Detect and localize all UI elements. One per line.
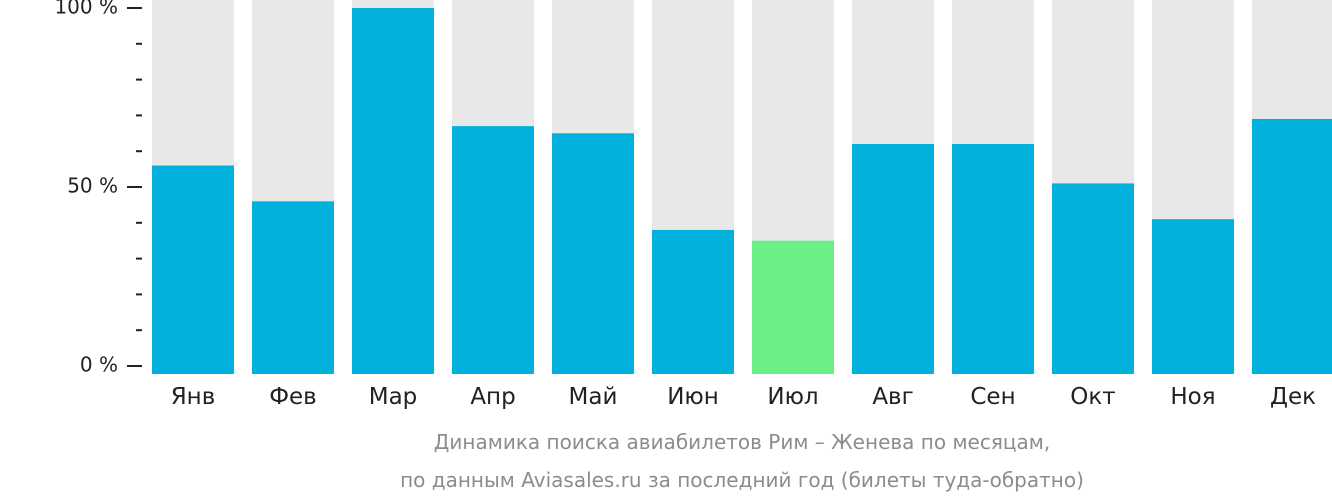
- bar: [1252, 118, 1332, 374]
- bar: [1052, 183, 1134, 374]
- x-axis-tick-label: Ноя: [1170, 384, 1215, 410]
- bar-chart: 100 % 50 % 0 % Янв Фев Мар Апр Май Июн Июл Авг Сен…: [54, 0, 1332, 410]
- x-axis-tick-label: Авг: [872, 384, 913, 410]
- x-axis-tick-label: Апр: [470, 384, 515, 410]
- chart-caption-line-1: Динамика поиска авиабилетов Рим – Женева…: [433, 430, 1051, 454]
- x-axis-tick-label: Мар: [369, 384, 418, 410]
- bar: [352, 8, 434, 374]
- x-axis-tick-label: Янв: [171, 384, 216, 410]
- y-axis-tick-label: 100 %: [54, 0, 118, 19]
- chart-caption-line-2: по данным Aviasales.ru за последний год …: [400, 468, 1084, 492]
- bars-group: [152, 0, 1332, 374]
- bar: [152, 165, 234, 374]
- y-axis-tick-label: 50 %: [67, 174, 118, 198]
- x-axis-tick-label: Фев: [269, 384, 317, 410]
- x-axis-tick-label: Июл: [767, 384, 818, 410]
- bar: [952, 144, 1034, 374]
- x-axis-tick-label: Май: [569, 384, 618, 410]
- bar: [1152, 219, 1234, 374]
- bar: [852, 144, 934, 374]
- bar: [552, 133, 634, 374]
- bar: [452, 126, 534, 374]
- x-axis-tick-label: Дек: [1270, 384, 1316, 410]
- y-axis-tick-label: 0 %: [80, 353, 118, 377]
- x-axis-tick-label: Июн: [667, 384, 719, 410]
- bar: [252, 201, 334, 374]
- bar: [652, 229, 734, 374]
- bar: [752, 240, 834, 374]
- x-axis-tick-label: Сен: [970, 384, 1015, 410]
- x-axis-labels: Янв Фев Мар Апр Май Июн Июл Авг Сен Окт Ноя Дек: [171, 384, 1316, 410]
- y-axis: 100 % 50 % 0 %: [54, 0, 142, 377]
- x-axis-tick-label: Окт: [1070, 384, 1115, 410]
